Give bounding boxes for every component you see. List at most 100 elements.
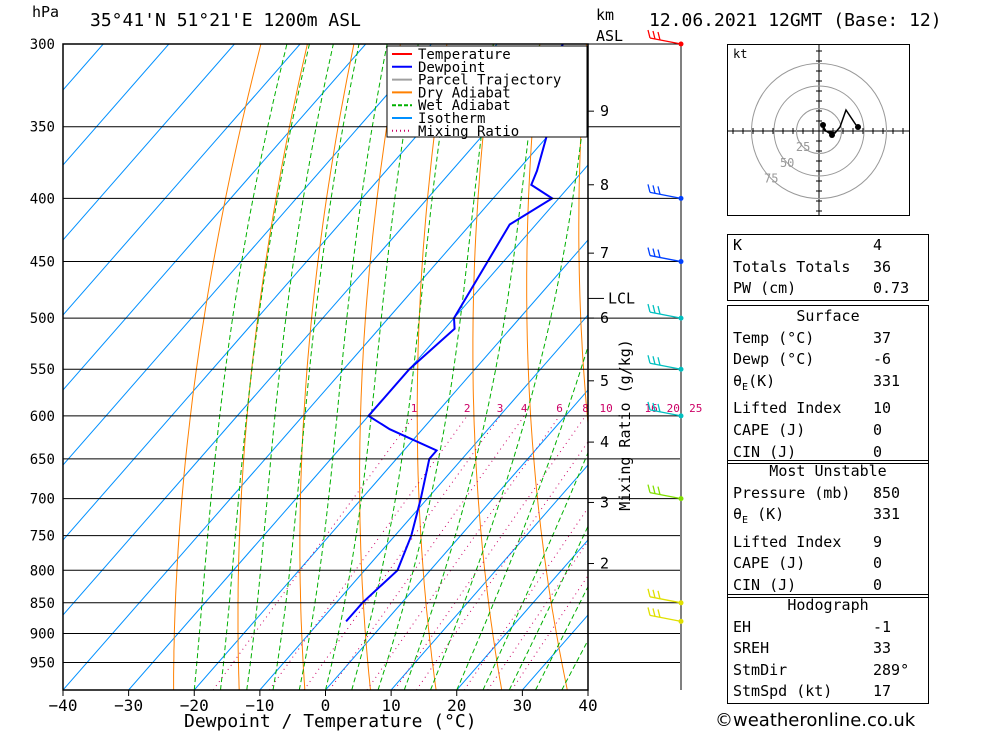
- x-tick-label: 40: [578, 696, 597, 715]
- surface-label: Lifted Index: [733, 399, 842, 418]
- plot-frame: [62, 43, 589, 691]
- x-tick-label: −10: [245, 696, 274, 715]
- legend-entry: Isotherm: [418, 111, 485, 127]
- pressure-tick-label: 950: [30, 655, 55, 671]
- mixing-ratio-label: 25: [689, 402, 702, 415]
- pressure-tick-label: 350: [30, 120, 55, 136]
- mixing-ratio-line: [329, 415, 525, 690]
- isotherm-line: [325, 389, 588, 690]
- legend-entry: Dry Adiabat: [418, 85, 511, 101]
- surface-value: 0: [873, 442, 883, 461]
- hodograph-value: 289°: [873, 660, 910, 679]
- wind-barb: [647, 29, 682, 45]
- x-tick-label: −20: [180, 696, 209, 715]
- hodograph-row: SREH 33: [728, 638, 928, 660]
- surface-label: Dewp (°C): [733, 350, 815, 369]
- pressure-tick-label: 900: [30, 626, 55, 642]
- mixing-ratio-axis-label: Mixing Ratio (g/kg): [616, 339, 634, 511]
- hodograph-table: Hodograph EH -1 SREH 33 StmDir 289° StmSpd (kt…: [727, 594, 929, 704]
- height-tick-label: 5: [600, 372, 609, 390]
- hodo-ring: [751, 63, 887, 199]
- hodo-ring: [773, 85, 865, 177]
- wet-adiabat-line: [193, 44, 288, 690]
- height-tick-label: 7: [600, 244, 609, 262]
- wind-barb: [647, 303, 682, 319]
- hodo-ring-label: 75: [764, 172, 778, 186]
- mixing-ratio-label: 16: [645, 402, 658, 415]
- hodograph-value: 33: [873, 639, 892, 658]
- hodo-ring: [796, 108, 842, 154]
- dry-adiabat-line: [359, 44, 401, 690]
- pressure-tick-label: 850: [30, 596, 55, 612]
- surface-row: Lifted Index 10: [728, 398, 928, 420]
- surface-row: Temp (°C) 37: [728, 328, 928, 350]
- location-title: 35°41'N 51°21'E 1200m ASL: [90, 10, 361, 31]
- copyright-footer[interactable]: ©weatheronline.co.uk: [715, 710, 916, 731]
- mixing-ratio-label: 20: [667, 402, 680, 415]
- index-label: PW (cm): [733, 279, 797, 298]
- wet-adiabat-line: [377, 44, 494, 690]
- surface-label: θE(K): [733, 371, 776, 393]
- series-temperature: [623, 44, 704, 621]
- mixing-ratio-line: [366, 415, 560, 690]
- legend-entry: Temperature: [418, 47, 511, 63]
- isotherm-line: [456, 539, 588, 690]
- height-tick-label: 6: [600, 309, 609, 327]
- most-unstable-row: θE (K) 331: [728, 504, 928, 532]
- most-unstable-row: CAPE (J) 0: [728, 553, 928, 575]
- mixing-ratio-label: 4: [521, 402, 528, 415]
- hodograph-row: StmDir 289°: [728, 660, 928, 682]
- height-unit-label: km: [596, 6, 614, 24]
- wet-adiabat-line: [482, 451, 588, 690]
- index-value: 36: [873, 257, 892, 276]
- hodo-ring-label: 25: [796, 140, 810, 154]
- mixing-ratio-line: [268, 415, 468, 690]
- pressure-tick-label: 450: [30, 255, 55, 271]
- index-label: Totals Totals: [733, 257, 851, 276]
- dry-adiabat-line: [526, 44, 568, 690]
- most-unstable-value: 331: [873, 505, 901, 524]
- isotherm-line: [193, 239, 588, 690]
- wind-barb: [647, 401, 682, 417]
- hodo-ring-label: 50: [780, 156, 794, 170]
- most-unstable-value: 850: [873, 483, 901, 502]
- legend-entry: Dewpoint: [418, 60, 485, 76]
- mixing-ratio-label: 3: [497, 402, 504, 415]
- pressure-tick-label: 750: [30, 529, 55, 545]
- hodograph-value: -1: [873, 617, 892, 636]
- legend-box: [386, 45, 588, 138]
- x-tick-label: 20: [447, 696, 466, 715]
- wet-adiabat-line: [246, 44, 334, 690]
- height-unit-label: ASL: [596, 27, 623, 45]
- pressure-tick-label: 700: [30, 492, 55, 508]
- hodo-point: [855, 124, 861, 130]
- mixing-ratio-line: [487, 540, 588, 690]
- wind-barb: [647, 607, 682, 623]
- height-tick-label: 3: [600, 493, 609, 511]
- hodograph-label: SREH: [733, 639, 770, 658]
- most-unstable-label: θE (K): [733, 505, 785, 527]
- hodograph-panel: 25 50 75 kt: [727, 44, 910, 216]
- index-row: PW (cm) 0.73: [728, 278, 928, 300]
- mixing-ratio-label: 6: [556, 402, 563, 415]
- mixing-ratio-label: 2: [464, 402, 471, 415]
- pressure-tick-label: 500: [30, 311, 55, 327]
- x-tick-label: 0: [321, 696, 331, 715]
- x-axis-label: Dewpoint / Temperature (°C): [184, 711, 477, 732]
- x-tick-label: −40: [49, 696, 78, 715]
- most-unstable-table: Most Unstable Pressure (mb) 850 θE (K) 331 L…: [727, 460, 929, 598]
- legend-entry: Wet Adiabat: [418, 98, 511, 114]
- surface-value: 0: [873, 420, 883, 439]
- wind-barb: [647, 484, 682, 500]
- surface-label: Temp (°C): [733, 328, 815, 347]
- mixing-ratio-label: 8: [582, 402, 589, 415]
- legend-entry: Parcel Trajectory: [418, 73, 561, 89]
- pressure-tick-label: 400: [30, 191, 55, 207]
- isotherm-line: [63, 44, 301, 316]
- most-unstable-value: 9: [873, 532, 883, 551]
- isotherm-line: [390, 464, 588, 690]
